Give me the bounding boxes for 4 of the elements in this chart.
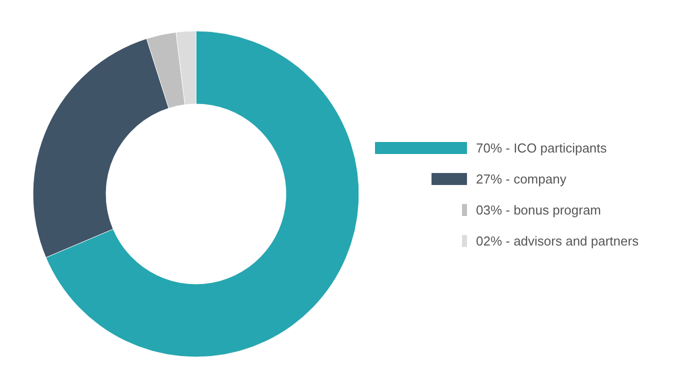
legend-label: 03% - bonus program bbox=[476, 202, 602, 218]
legend-label: 02% - advisors and partners bbox=[476, 234, 640, 248]
slice-label: 70% - ICO participants bbox=[476, 140, 608, 156]
legend-label: 27% - company bbox=[476, 172, 567, 186]
